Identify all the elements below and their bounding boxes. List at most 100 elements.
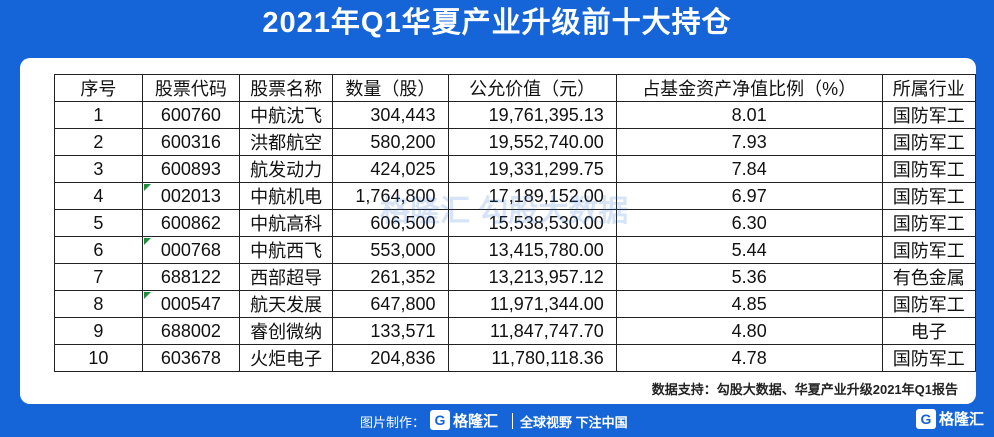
cell-shares: 261,352 — [332, 263, 449, 291]
holdings-table: 序号 股票代码 股票名称 数量（股） 公允价值（元） 占基金资产净值比例（%） … — [54, 74, 977, 372]
cell-name: 中航机电 — [238, 182, 334, 210]
cell-shares: 606,500 — [332, 209, 449, 237]
cell-code: 603678 — [141, 344, 240, 372]
cell-fair-value: 11,971,344.00 — [447, 290, 617, 318]
cell-industry: 国防军工 — [881, 128, 977, 156]
cell-name: 西部超导 — [238, 263, 334, 291]
cell-shares: 553,000 — [332, 236, 449, 264]
cell-seq: 9 — [54, 317, 143, 345]
table-row: 5 600862 中航高科 606,500 15,538,530.00 6.30… — [54, 209, 977, 237]
cell-nav-ratio: 4.80 — [615, 317, 883, 345]
cell-code: 600760 — [141, 101, 240, 129]
table-row: 9 688002 睿创微纳 133,571 11,847,747.70 4.80… — [54, 317, 977, 345]
cell-shares: 204,836 — [332, 344, 449, 372]
cell-shares: 1,764,800 — [332, 182, 449, 210]
footer-divider — [512, 413, 513, 429]
cell-seq: 6 — [54, 236, 143, 264]
data-source-note: 数据支持：勾股大数据、华夏产业升级2021年Q1报告 — [651, 382, 958, 397]
cell-fair-value: 19,761,395.13 — [447, 101, 617, 129]
cell-industry: 国防军工 — [881, 344, 977, 372]
cell-fair-value: 13,415,780.00 — [447, 236, 617, 264]
cell-seq: 2 — [54, 128, 143, 156]
cell-nav-ratio: 7.84 — [615, 155, 883, 183]
brand-logo: G 格隆汇 — [430, 409, 498, 431]
header-name: 股票名称 — [238, 74, 334, 102]
table-row: 4 002013 中航机电 1,764,800 17,189,152.00 6.… — [54, 182, 977, 210]
cell-nav-ratio: 4.85 — [615, 290, 883, 318]
cell-fair-value: 11,780,118.36 — [447, 344, 617, 372]
cell-nav-ratio: 4.78 — [615, 344, 883, 372]
cell-code: 600316 — [141, 128, 240, 156]
table-row: 8 000547 航天发展 647,800 11,971,344.00 4.85… — [54, 290, 977, 318]
cell-fair-value: 13,213,957.12 — [447, 263, 617, 291]
corner-logo: G 格隆汇 — [915, 408, 984, 429]
header-shares: 数量（股） — [332, 74, 449, 102]
cell-code: 600893 — [141, 155, 240, 183]
cell-industry: 国防军工 — [881, 101, 977, 129]
cell-industry: 有色金属 — [881, 263, 977, 291]
cell-code: 000547 — [141, 290, 240, 318]
cell-shares: 580,200 — [332, 128, 449, 156]
cell-name: 中航西飞 — [238, 236, 334, 264]
cell-name: 洪都航空 — [238, 128, 334, 156]
cell-fair-value: 11,847,747.70 — [447, 317, 617, 345]
cell-industry: 国防军工 — [881, 182, 977, 210]
cell-nav-ratio: 6.97 — [615, 182, 883, 210]
cell-industry: 国防军工 — [881, 209, 977, 237]
cell-industry: 国防军工 — [881, 290, 977, 318]
cell-shares: 647,800 — [332, 290, 449, 318]
table-row: 2 600316 洪都航空 580,200 19,552,740.00 7.93… — [54, 128, 977, 156]
brand-logo-text: 格隆汇 — [453, 412, 499, 430]
cell-seq: 5 — [54, 209, 143, 237]
cell-name: 火炬电子 — [238, 344, 334, 372]
corner-logo-text: 格隆汇 — [938, 411, 984, 428]
cell-nav-ratio: 5.36 — [615, 263, 883, 291]
cell-industry: 国防军工 — [881, 155, 977, 183]
cell-fair-value: 17,189,152.00 — [447, 182, 617, 210]
header-code: 股票代码 — [141, 74, 240, 102]
header-nav-ratio: 占基金资产净值比例（%） — [615, 74, 883, 102]
cell-name: 睿创微纳 — [238, 317, 334, 345]
cell-code: 688122 — [141, 263, 240, 291]
cell-shares: 424,025 — [332, 155, 449, 183]
cell-shares: 304,443 — [332, 101, 449, 129]
cell-fair-value: 15,538,530.00 — [447, 209, 617, 237]
cell-nav-ratio: 8.01 — [615, 101, 883, 129]
table-header-row: 序号 股票代码 股票名称 数量（股） 公允价值（元） 占基金资产净值比例（%） … — [54, 74, 977, 102]
table-row: 3 600893 航发动力 424,025 19,331,299.75 7.84… — [54, 155, 977, 183]
header-seq: 序号 — [54, 74, 143, 102]
page-title: 2021年Q1华夏产业升级前十大持仓 — [262, 7, 732, 39]
cell-seq: 7 — [54, 263, 143, 291]
table-row: 6 000768 中航西飞 553,000 13,415,780.00 5.44… — [54, 236, 977, 264]
cell-name: 中航沈飞 — [238, 101, 334, 129]
cell-shares: 133,571 — [332, 317, 449, 345]
header-fair-value: 公允价值（元） — [447, 74, 617, 102]
cell-fair-value: 19,331,299.75 — [447, 155, 617, 183]
cell-code: 000768 — [141, 236, 240, 264]
cell-code: 002013 — [141, 182, 240, 210]
table-panel: 序号 股票代码 股票名称 数量（股） 公允价值（元） 占基金资产净值比例（%） … — [20, 58, 977, 404]
cell-nav-ratio: 5.44 — [615, 236, 883, 264]
cell-name: 航天发展 — [238, 290, 334, 318]
footer-bar: 图片制作： G 格隆汇 全球视野 下注中国 G 格隆汇 — [0, 404, 994, 437]
cell-seq: 10 — [54, 344, 143, 372]
cell-seq: 3 — [54, 155, 143, 183]
footer-slogan: 全球视野 下注中国 — [520, 415, 628, 430]
cell-industry: 电子 — [881, 317, 977, 345]
cell-seq: 4 — [54, 182, 143, 210]
cell-industry: 国防军工 — [881, 236, 977, 264]
corner-logo-icon: G — [915, 408, 936, 429]
table-row: 1 600760 中航沈飞 304,443 19,761,395.13 8.01… — [54, 101, 977, 129]
brand-logo-icon: G — [430, 410, 450, 430]
cell-fair-value: 19,552,740.00 — [447, 128, 617, 156]
header-industry: 所属行业 — [881, 74, 977, 102]
cell-code: 688002 — [141, 317, 240, 345]
cell-nav-ratio: 6.30 — [615, 209, 883, 237]
cell-name: 中航高科 — [238, 209, 334, 237]
footer-credit: 图片制作： — [360, 415, 426, 430]
table-row: 7 688122 西部超导 261,352 13,213,957.12 5.36… — [54, 263, 977, 291]
cell-seq: 1 — [54, 101, 143, 129]
cell-nav-ratio: 7.93 — [615, 128, 883, 156]
table-row: 10 603678 火炬电子 204,836 11,780,118.36 4.7… — [54, 344, 977, 372]
cell-name: 航发动力 — [238, 155, 334, 183]
